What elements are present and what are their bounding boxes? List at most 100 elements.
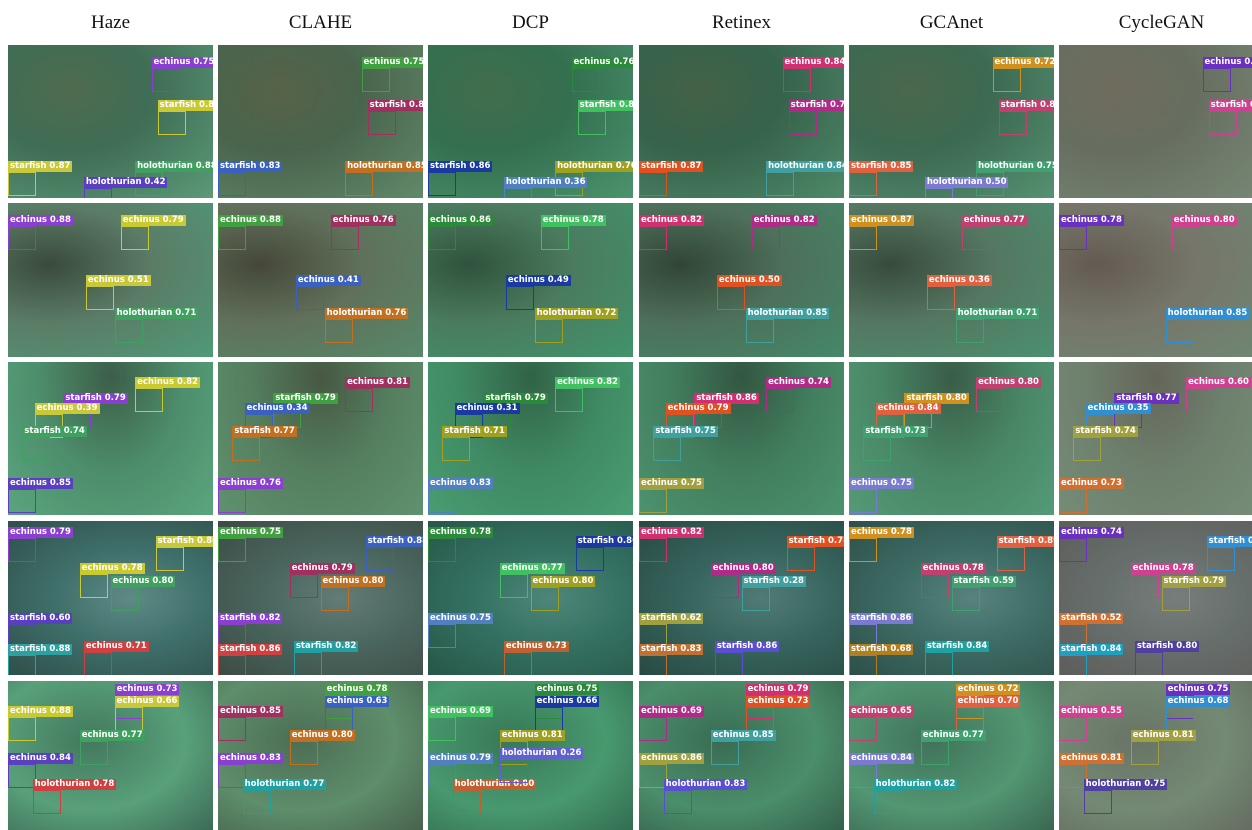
detection-label: starfish 0.86 [694,393,758,404]
bounding-box [849,226,877,250]
bounding-box [1172,226,1200,250]
bounding-box [218,172,246,196]
bounding-box [997,547,1025,571]
detection-label: starfish 0.48 [1209,100,1252,111]
bounding-box [428,717,456,741]
detection-label: echinus 0.86 [639,753,704,764]
detection-label: echinus 0.36 [927,275,992,286]
bounding-box [296,286,324,310]
detection-label: echinus 0.86 [428,215,493,226]
detection-label: starfish 0.87 [8,161,72,172]
detection-label: echinus 0.88 [218,215,283,226]
detection-label: echinus 0.77 [500,563,565,574]
bounding-box [366,547,394,571]
detection-label: holothurian 0.42 [84,177,168,188]
bounding-box [639,655,667,675]
detection-label: echinus 0.84 [876,403,941,414]
bounding-box [362,68,390,92]
bounding-box [742,587,770,611]
bounding-box [1131,574,1159,598]
bounding-box [442,437,470,461]
detection-label: echinus 0.75 [1166,684,1231,695]
bounding-box [218,717,246,741]
bounding-box [1162,587,1190,611]
detection-label: holothurian 0.78 [33,779,117,790]
detection-label: echinus 0.65 [849,706,914,717]
detection-label: starfish 0.83 [158,100,213,111]
bounding-box [33,790,61,814]
detection-image: echinus 0.72echinus 0.65echinus 0.70echi… [849,681,1054,830]
detection-label: echinus 0.79 [746,684,811,695]
bounding-box [993,68,1021,92]
detection-label: starfish 0.86 [218,644,282,655]
detection-label: echinus 0.76 [218,478,283,489]
detection-label: holothurian 0.84 [766,161,844,172]
detection-label: echinus 0.75 [849,478,914,489]
bounding-box [925,652,953,675]
bounding-box [500,759,528,783]
bounding-box [927,286,955,310]
bounding-box [572,68,600,92]
detection-label: starfish 0.82 [218,613,282,624]
bounding-box [1059,655,1087,675]
bounding-box [1203,68,1231,92]
detection-label: holothurian 0.85 [345,161,423,172]
bounding-box [345,172,373,196]
bounding-box [976,388,1004,412]
detection-label: echinus 0.68 [1166,696,1231,707]
detection-label: starfish 0.86 [715,641,779,652]
detection-label: echinus 0.7 [1203,57,1252,68]
detection-label: starfish 0.68 [849,644,913,655]
detection-label: echinus 0.78 [1059,215,1124,226]
bounding-box [294,652,322,675]
detection-label: starfish 0.86 [156,536,213,547]
bounding-box [849,717,877,741]
detection-label: starfish 0.77 [789,100,844,111]
bounding-box [428,172,456,196]
bounding-box [956,319,984,343]
detection-label: holothurian 0.75 [1084,779,1168,790]
detection-label: echinus 0.75 [362,57,424,68]
detection-label: echinus 0.73 [504,641,569,652]
bounding-box [711,574,739,598]
detection-label: echinus 0.72 [956,684,1021,695]
bounding-box [321,587,349,611]
bounding-box [849,538,877,562]
detection-label: holothurian 0.77 [243,779,327,790]
bounding-box [453,790,481,814]
detection-label: starfish 0.83 [218,161,282,172]
bounding-box [849,655,877,675]
detection-label: holothurian 0.70 [555,161,633,172]
detection-label: holothurian 0.72 [535,308,619,319]
detection-label: echinus 0.80 [321,576,386,587]
detection-label: echinus 0.79 [290,563,355,574]
detection-label: echinus 0.82 [555,377,620,388]
bounding-box [1084,790,1112,814]
bounding-box [874,790,902,814]
bounding-box [86,286,114,310]
detection-label: starfish 0.80 [904,393,968,404]
detection-label: echinus 0.76 [331,215,396,226]
detection-label: starfish 0.86 [849,613,913,624]
detection-label: starfish 0.75 [653,426,717,437]
bounding-box [711,741,739,765]
bounding-box [290,741,318,765]
detection-label: holothurian 0.76 [325,308,409,319]
detection-label: echinus 0.78 [921,563,986,574]
bounding-box [746,707,774,731]
bounding-box [1209,111,1237,135]
detection-label: echinus 0.79 [428,753,493,764]
detection-image: echinus 0.82echinus 0.80starfish 0.78sta… [639,521,844,675]
bounding-box [717,286,745,310]
bounding-box [746,319,774,343]
detection-label: echinus 0.49 [506,275,571,286]
detection-label: starfish 0.88 [366,536,423,547]
